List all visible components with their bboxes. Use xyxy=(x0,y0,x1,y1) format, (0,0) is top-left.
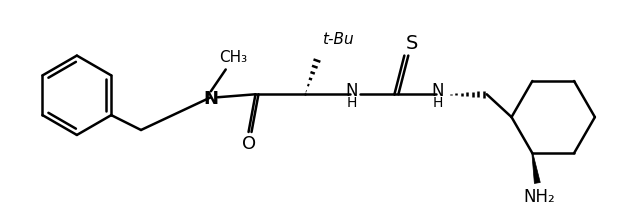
Text: S: S xyxy=(406,34,419,53)
Text: CH₃: CH₃ xyxy=(220,50,248,65)
Text: N: N xyxy=(346,82,358,100)
Text: NH₂: NH₂ xyxy=(524,188,555,206)
Text: N: N xyxy=(204,90,218,108)
Text: t-Bu: t-Bu xyxy=(322,32,354,47)
Text: N: N xyxy=(432,82,444,100)
Text: O: O xyxy=(243,135,257,153)
Text: H: H xyxy=(433,96,444,110)
Text: H: H xyxy=(347,96,357,110)
Polygon shape xyxy=(532,153,540,183)
